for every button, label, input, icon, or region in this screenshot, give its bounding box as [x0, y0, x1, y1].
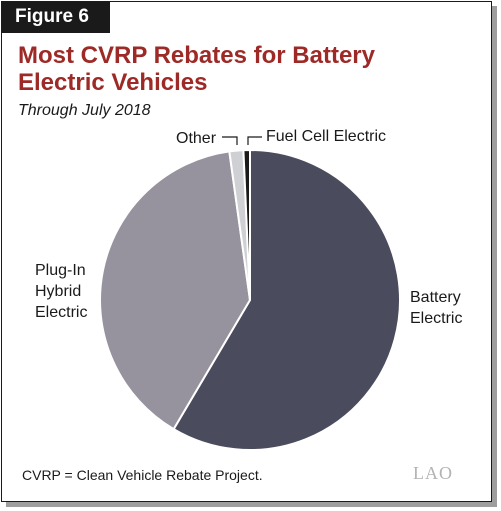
pie-slices	[99, 148, 401, 451]
figure-label-tab: Figure 6	[1, 1, 110, 33]
slice-label-plug-in-hybrid: Plug-In Hybrid Electric	[35, 262, 88, 321]
chart-subtitle: Through July 2018	[18, 102, 151, 119]
figure-label: Figure 6	[15, 6, 89, 27]
pie-slice-fuel-cell-electric	[242, 148, 251, 301]
pie-slice-plug-in-hybrid-electric	[99, 150, 252, 431]
leader-line-fuel-cell	[247, 136, 262, 145]
slice-label-fuel-cell: Fuel Cell Electric	[266, 128, 387, 145]
chart-title: Most CVRP Rebates for Battery Electric V…	[18, 42, 375, 96]
footnote: CVRP = Clean Vehicle Rebate Project.	[22, 467, 263, 483]
slice-label-other: Other	[176, 130, 217, 147]
leader-line-other	[222, 136, 238, 145]
slice-label-battery-electric: Battery Electric	[410, 289, 463, 327]
pie-slice-battery-electric	[172, 148, 401, 451]
leader-lines	[222, 136, 262, 145]
lao-logo: LAO	[413, 463, 453, 483]
